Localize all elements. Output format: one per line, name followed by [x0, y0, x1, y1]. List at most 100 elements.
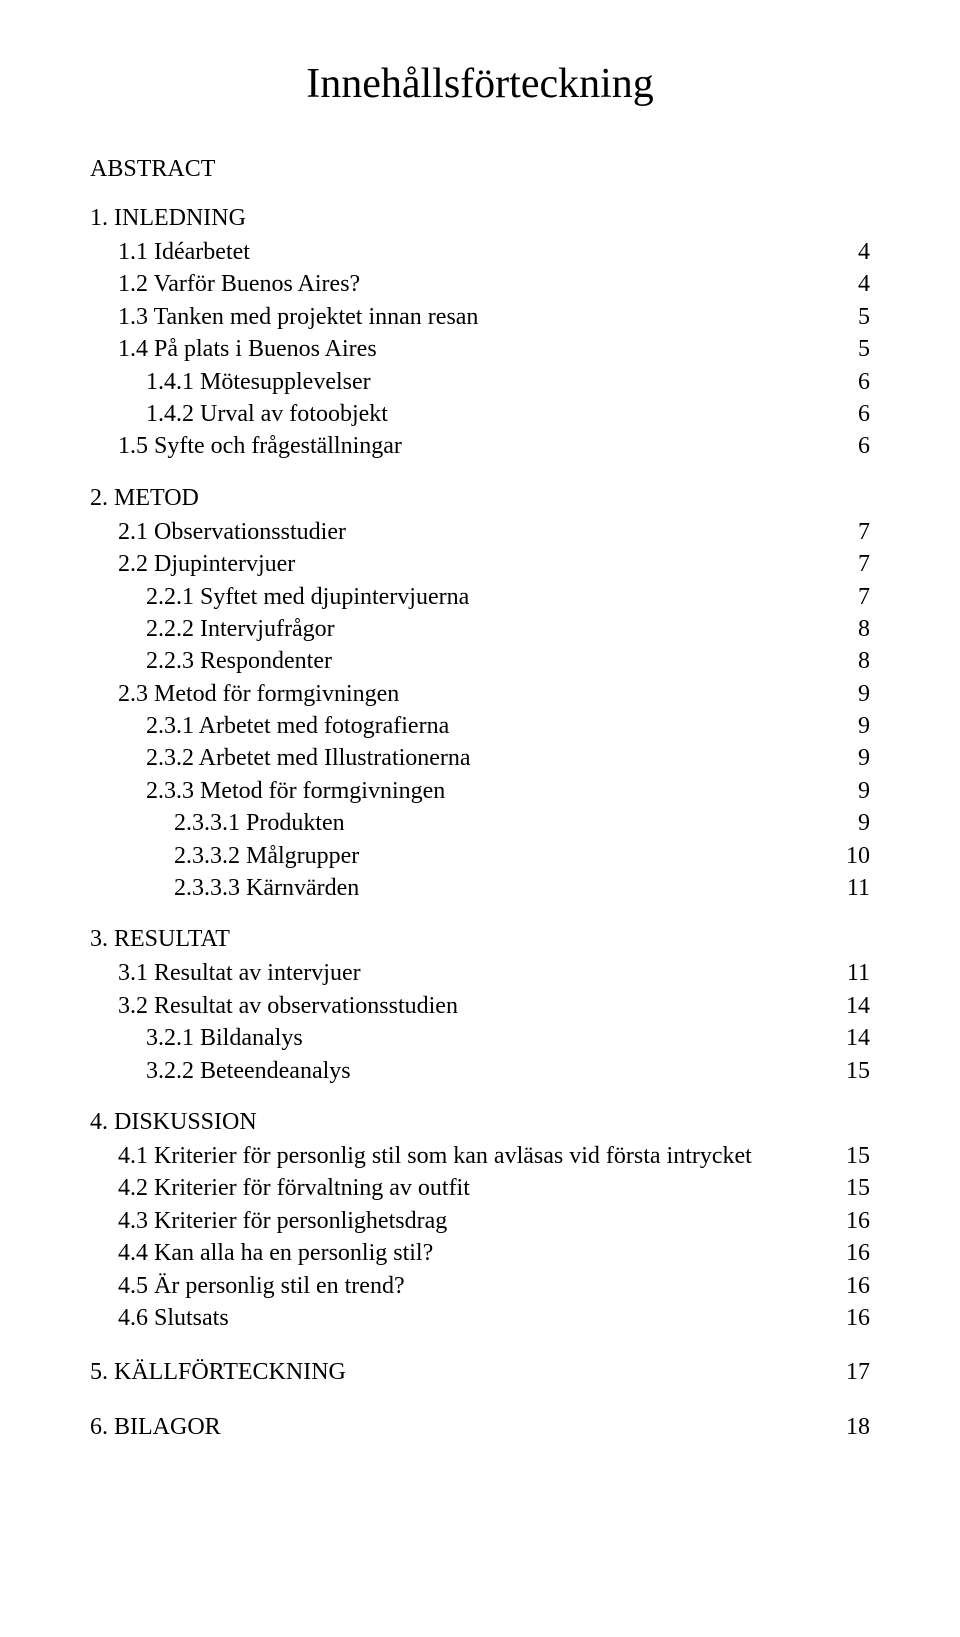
- toc-entry-page: 7: [840, 516, 870, 548]
- toc-entry-page: 9: [840, 678, 870, 710]
- toc-entry: 1.1 Idéarbetet 4: [90, 236, 870, 268]
- toc-entry-label: 2.3.3 Metod för formgivningen: [146, 775, 445, 807]
- toc-section: ABSTRACT: [90, 156, 870, 183]
- toc-entry-label: 4.6 Slutsats: [118, 1302, 229, 1334]
- toc-entry-page: 4: [840, 268, 870, 300]
- toc-entry: 5. KÄLLFÖRTECKNING 17: [90, 1356, 870, 1388]
- toc-entry-page: 9: [840, 710, 870, 742]
- toc-entry: 2.3.3.1 Produkten 9: [90, 807, 870, 839]
- toc-entry-label: 4.4 Kan alla ha en personlig stil?: [118, 1237, 433, 1269]
- toc-entry: 3.2.1 Bildanalys 14: [90, 1022, 870, 1054]
- toc-entry-page: 16: [840, 1302, 870, 1334]
- toc-entry-page: 15: [840, 1055, 870, 1087]
- toc-entry: 2.3.3.2 Målgrupper10: [90, 840, 870, 872]
- toc-entry: 6. BILAGOR 18: [90, 1411, 870, 1443]
- toc-entry-page: 17: [840, 1356, 870, 1388]
- toc-entry-page: 7: [840, 548, 870, 580]
- toc-section: 3. RESULTAT3.1 Resultat av intervjuer113…: [90, 926, 870, 1087]
- toc-entry-label: 4.3 Kriterier för personlighetsdrag: [118, 1205, 447, 1237]
- toc-entry: 4.2 Kriterier för förvaltning av outfit 1…: [90, 1172, 870, 1204]
- toc-entry: 1.4.2 Urval av fotoobjekt 6: [90, 398, 870, 430]
- toc-entry-page: 15: [840, 1140, 870, 1172]
- toc-section: 2. METOD2.1 Observationsstudier72.2 Djup…: [90, 485, 870, 905]
- toc-entry-page: 18: [840, 1411, 870, 1443]
- toc-body: ABSTRACT 1. INLEDNING 1.1 Idéarbetet 41.2 V…: [90, 156, 870, 1443]
- toc-entry-page: 16: [840, 1237, 870, 1269]
- toc-entry-page: 6: [840, 366, 870, 398]
- toc-entry: 4.1 Kriterier för personlig stil som kan…: [90, 1140, 870, 1172]
- section-heading: 4. DISKUSSION: [90, 1109, 870, 1136]
- section-heading: ABSTRACT: [90, 156, 870, 183]
- toc-entry-label: 2.3.2 Arbetet med Illustrationerna: [146, 742, 471, 774]
- toc-entry-label: 2.2.3 Respondenter: [146, 645, 332, 677]
- toc-entry: 1.2 Varför Buenos Aires?4: [90, 268, 870, 300]
- toc-entry-label: 1.1 Idéarbetet: [118, 236, 250, 268]
- toc-section: 6. BILAGOR 18: [90, 1411, 870, 1443]
- toc-entry-page: 5: [840, 333, 870, 365]
- toc-entry: 4.3 Kriterier för personlighetsdrag 16: [90, 1205, 870, 1237]
- toc-entry-page: 11: [840, 872, 870, 904]
- toc-entry: 2.2 Djupintervjuer 7: [90, 548, 870, 580]
- toc-entry-label: 2.2.1 Syftet med djupintervjuerna: [146, 581, 469, 613]
- toc-entry-label: 1.4.1 Mötesupplevelser: [146, 366, 371, 398]
- toc-entry: 4.6 Slutsats 16: [90, 1302, 870, 1334]
- toc-entry-label: 2.2 Djupintervjuer: [118, 548, 295, 580]
- toc-entry-page: 15: [840, 1172, 870, 1204]
- toc-entry-label: 1.4 På plats i Buenos Aires: [118, 333, 377, 365]
- toc-section: 5. KÄLLFÖRTECKNING 17: [90, 1356, 870, 1388]
- toc-entry-label: 2.1 Observationsstudier: [118, 516, 346, 548]
- toc-page: Innehållsförteckning ABSTRACT 1. INLEDNIN…: [0, 0, 960, 1525]
- toc-entry-page: 9: [840, 775, 870, 807]
- toc-entry-label: 3.2.1 Bildanalys: [146, 1022, 303, 1054]
- toc-entry-label: 2.3.3.1 Produkten: [174, 807, 345, 839]
- toc-entry-label: 6. BILAGOR: [90, 1411, 221, 1443]
- toc-title: Innehållsförteckning: [90, 60, 870, 108]
- toc-entry-label: 5. KÄLLFÖRTECKNING: [90, 1356, 346, 1388]
- toc-entry: 1.5 Syfte och frågeställningar 6: [90, 430, 870, 462]
- toc-entry-label: 3.2.2 Beteendeanalys: [146, 1055, 351, 1087]
- toc-entry-label: 4.5 Är personlig stil en trend?: [118, 1270, 405, 1302]
- toc-entry-label: 1.3 Tanken med projektet innan resan: [118, 301, 478, 333]
- toc-entry: 2.3 Metod för formgivningen 9: [90, 678, 870, 710]
- toc-entry-label: 2.3 Metod för formgivningen: [118, 678, 399, 710]
- toc-section: 4. DISKUSSION 4.1 Kriterier för personlig…: [90, 1109, 870, 1334]
- toc-entry: 2.3.3 Metod för formgivningen 9: [90, 775, 870, 807]
- toc-entry: 3.2.2 Beteendeanalys 15: [90, 1055, 870, 1087]
- toc-entry: 1.4 På plats i Buenos Aires 5: [90, 333, 870, 365]
- toc-entry: 2.2.1 Syftet med djupintervjuerna7: [90, 581, 870, 613]
- toc-entry-page: 10: [840, 840, 870, 872]
- toc-entry-page: 14: [840, 1022, 870, 1054]
- toc-entry-label: 3.1 Resultat av intervjuer: [118, 957, 361, 989]
- toc-entry: 2.3.1 Arbetet med fotografierna 9: [90, 710, 870, 742]
- toc-entry-label: 1.4.2 Urval av fotoobjekt: [146, 398, 388, 430]
- section-heading: 2. METOD: [90, 485, 870, 512]
- toc-section: 1. INLEDNING 1.1 Idéarbetet 41.2 Varför Bu…: [90, 205, 870, 463]
- toc-entry-page: 11: [840, 957, 870, 989]
- toc-entry-page: 6: [840, 398, 870, 430]
- toc-entry-page: 9: [840, 742, 870, 774]
- section-heading: 1. INLEDNING: [90, 205, 870, 232]
- toc-entry: 2.3.2 Arbetet med Illustrationerna 9: [90, 742, 870, 774]
- toc-entry: 4.4 Kan alla ha en personlig stil? 16: [90, 1237, 870, 1269]
- toc-entry-page: 16: [840, 1270, 870, 1302]
- toc-entry-label: 4.2 Kriterier för förvaltning av outfit: [118, 1172, 470, 1204]
- toc-entry-page: 6: [840, 430, 870, 462]
- toc-entry-page: 5: [840, 301, 870, 333]
- toc-entry-label: 1.5 Syfte och frågeställningar: [118, 430, 402, 462]
- toc-entry-page: 9: [840, 807, 870, 839]
- toc-entry-page: 4: [840, 236, 870, 268]
- toc-entry-label: 2.3.3.3 Kärnvärden: [174, 872, 359, 904]
- toc-entry: 3.1 Resultat av intervjuer 11: [90, 957, 870, 989]
- toc-entry: 2.2.2 Intervjufrågor 8: [90, 613, 870, 645]
- toc-entry-label: 2.2.2 Intervjufrågor: [146, 613, 335, 645]
- section-heading: 3. RESULTAT: [90, 926, 870, 953]
- toc-entry-label: 3.2 Resultat av observationsstudien: [118, 990, 458, 1022]
- toc-entry-page: 16: [840, 1205, 870, 1237]
- toc-entry-page: 8: [840, 613, 870, 645]
- toc-entry: 2.1 Observationsstudier 7: [90, 516, 870, 548]
- toc-entry-label: 2.3.1 Arbetet med fotografierna: [146, 710, 449, 742]
- toc-entry-label: 4.1 Kriterier för personlig stil som kan…: [118, 1140, 752, 1172]
- toc-entry: 3.2 Resultat av observationsstudien14: [90, 990, 870, 1022]
- toc-entry: 1.3 Tanken med projektet innan resan 5: [90, 301, 870, 333]
- toc-entry: 1.4.1 Mötesupplevelser 6: [90, 366, 870, 398]
